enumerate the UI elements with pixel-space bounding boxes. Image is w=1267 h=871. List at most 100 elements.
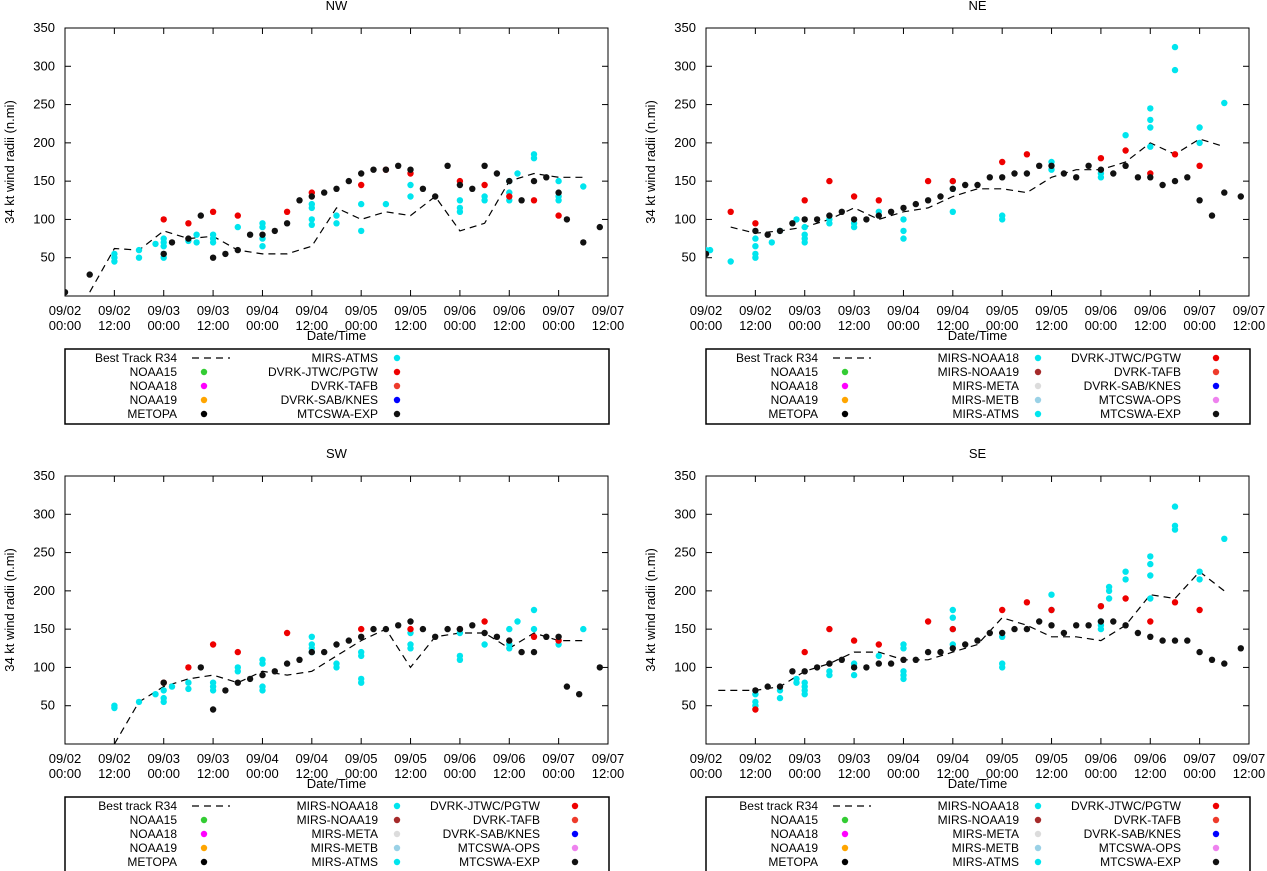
data-point [358, 181, 365, 189]
legend-swatch-dot [393, 858, 401, 866]
data-point [493, 633, 501, 640]
x-tick-label: 09/06 00:00 [1085, 751, 1118, 781]
legend-frame [64, 796, 610, 871]
x-tick-date: 09/05 [1035, 751, 1068, 766]
data-point [283, 208, 291, 215]
y-tick-label: 150 [674, 621, 696, 636]
data-point [1196, 124, 1203, 131]
legend-swatch-dot [841, 368, 849, 376]
x-tick-date: 09/04 [937, 303, 970, 318]
legend-swatch-dot [393, 410, 401, 418]
data-point [826, 625, 833, 633]
x-axis-label: Date/Time [307, 776, 366, 791]
legend-swatch-dot [1034, 368, 1042, 376]
y-tick-label: 200 [674, 583, 696, 598]
legend-frame [705, 796, 1251, 871]
data-point [168, 239, 176, 246]
data-point [333, 185, 340, 192]
x-tick-label: 09/07 12:00 [592, 751, 625, 781]
series-mtcswa-exp [65, 162, 603, 296]
x-tick-date: 09/02 [739, 751, 772, 766]
legend-label: MIRS-META [312, 827, 378, 841]
data-point [193, 239, 200, 246]
data-point [65, 289, 69, 296]
data-point [1036, 618, 1043, 625]
data-point [419, 625, 427, 633]
data-point [789, 220, 796, 227]
plot-area [65, 151, 603, 296]
data-point [160, 687, 167, 694]
legend-swatch-dot [200, 382, 208, 390]
legend-label: NOAA18 [130, 379, 178, 393]
data-point [776, 683, 784, 690]
data-point [1023, 625, 1031, 633]
data-point [706, 250, 710, 258]
legend-label: DVRK-TAFB [473, 813, 540, 827]
legend-label: Best track R34 [739, 799, 818, 813]
series-mtcswa-exp [706, 162, 1244, 258]
x-tick-date: 09/03 [788, 751, 821, 766]
data-point [283, 220, 291, 227]
x-tick-label: 09/02 12:00 [98, 751, 131, 781]
data-point [345, 177, 352, 185]
data-point [813, 664, 821, 671]
data-point [793, 216, 800, 223]
x-tick-time: 00:00 [690, 318, 723, 333]
data-point [563, 683, 571, 690]
x-tick-label: 09/07 00:00 [1183, 751, 1216, 781]
y-tick-label: 250 [674, 545, 696, 560]
data-point [875, 197, 882, 204]
y-tick-label: 50 [41, 698, 55, 713]
data-point [111, 702, 118, 709]
legend-label: DVRK-JTWC/PGTW [1071, 799, 1182, 813]
legend-swatch-dot [393, 382, 401, 390]
data-point [506, 625, 513, 633]
data-point [962, 641, 969, 648]
series-mirs-atms [111, 606, 587, 712]
data-point [999, 629, 1006, 637]
legend-label: MIRS-METB [952, 393, 1019, 407]
data-point [752, 687, 759, 694]
data-point [530, 633, 538, 640]
data-point [160, 694, 167, 702]
legend-swatch-dot [393, 354, 401, 362]
x-tick-time: 00:00 [542, 766, 575, 781]
x-tick-date: 09/05 [986, 751, 1019, 766]
data-point [563, 216, 571, 223]
legend-swatch-dot [1034, 396, 1042, 404]
chart-title: SE [969, 446, 987, 461]
data-point [358, 227, 365, 235]
data-point [801, 216, 808, 223]
x-tick-time: 00:00 [345, 766, 378, 781]
x-tick-date: 09/02 [690, 751, 723, 766]
legend-swatch-dot [841, 410, 849, 418]
x-tick-time: 00:00 [986, 318, 1019, 333]
x-tick-time: 12:00 [197, 766, 230, 781]
x-tick-label: 09/07 12:00 [1233, 751, 1266, 781]
data-point [234, 212, 241, 219]
data-point [764, 231, 771, 238]
data-point [160, 679, 167, 686]
x-tick-label: 09/05 12:00 [1035, 303, 1068, 333]
data-point [432, 193, 439, 200]
data-point [259, 656, 266, 663]
data-point [974, 181, 981, 189]
data-point [481, 181, 488, 189]
data-point [185, 235, 192, 242]
x-tick-date: 09/04 [246, 751, 279, 766]
data-point [1171, 177, 1179, 185]
data-point [185, 679, 192, 686]
data-point [456, 181, 464, 189]
data-point [838, 208, 845, 215]
legend-label: MTCSWA-OPS [1099, 393, 1181, 407]
data-point [1196, 139, 1203, 147]
x-tick-date: 09/02 [49, 303, 82, 318]
data-point [1147, 143, 1154, 150]
data-point [1048, 622, 1055, 629]
data-point [900, 641, 907, 648]
data-point [382, 625, 390, 633]
data-point [456, 197, 464, 204]
